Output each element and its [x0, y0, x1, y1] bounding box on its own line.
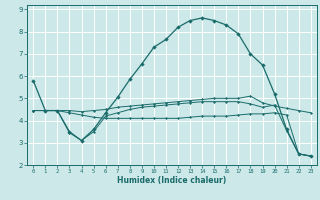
X-axis label: Humidex (Indice chaleur): Humidex (Indice chaleur) — [117, 176, 227, 185]
